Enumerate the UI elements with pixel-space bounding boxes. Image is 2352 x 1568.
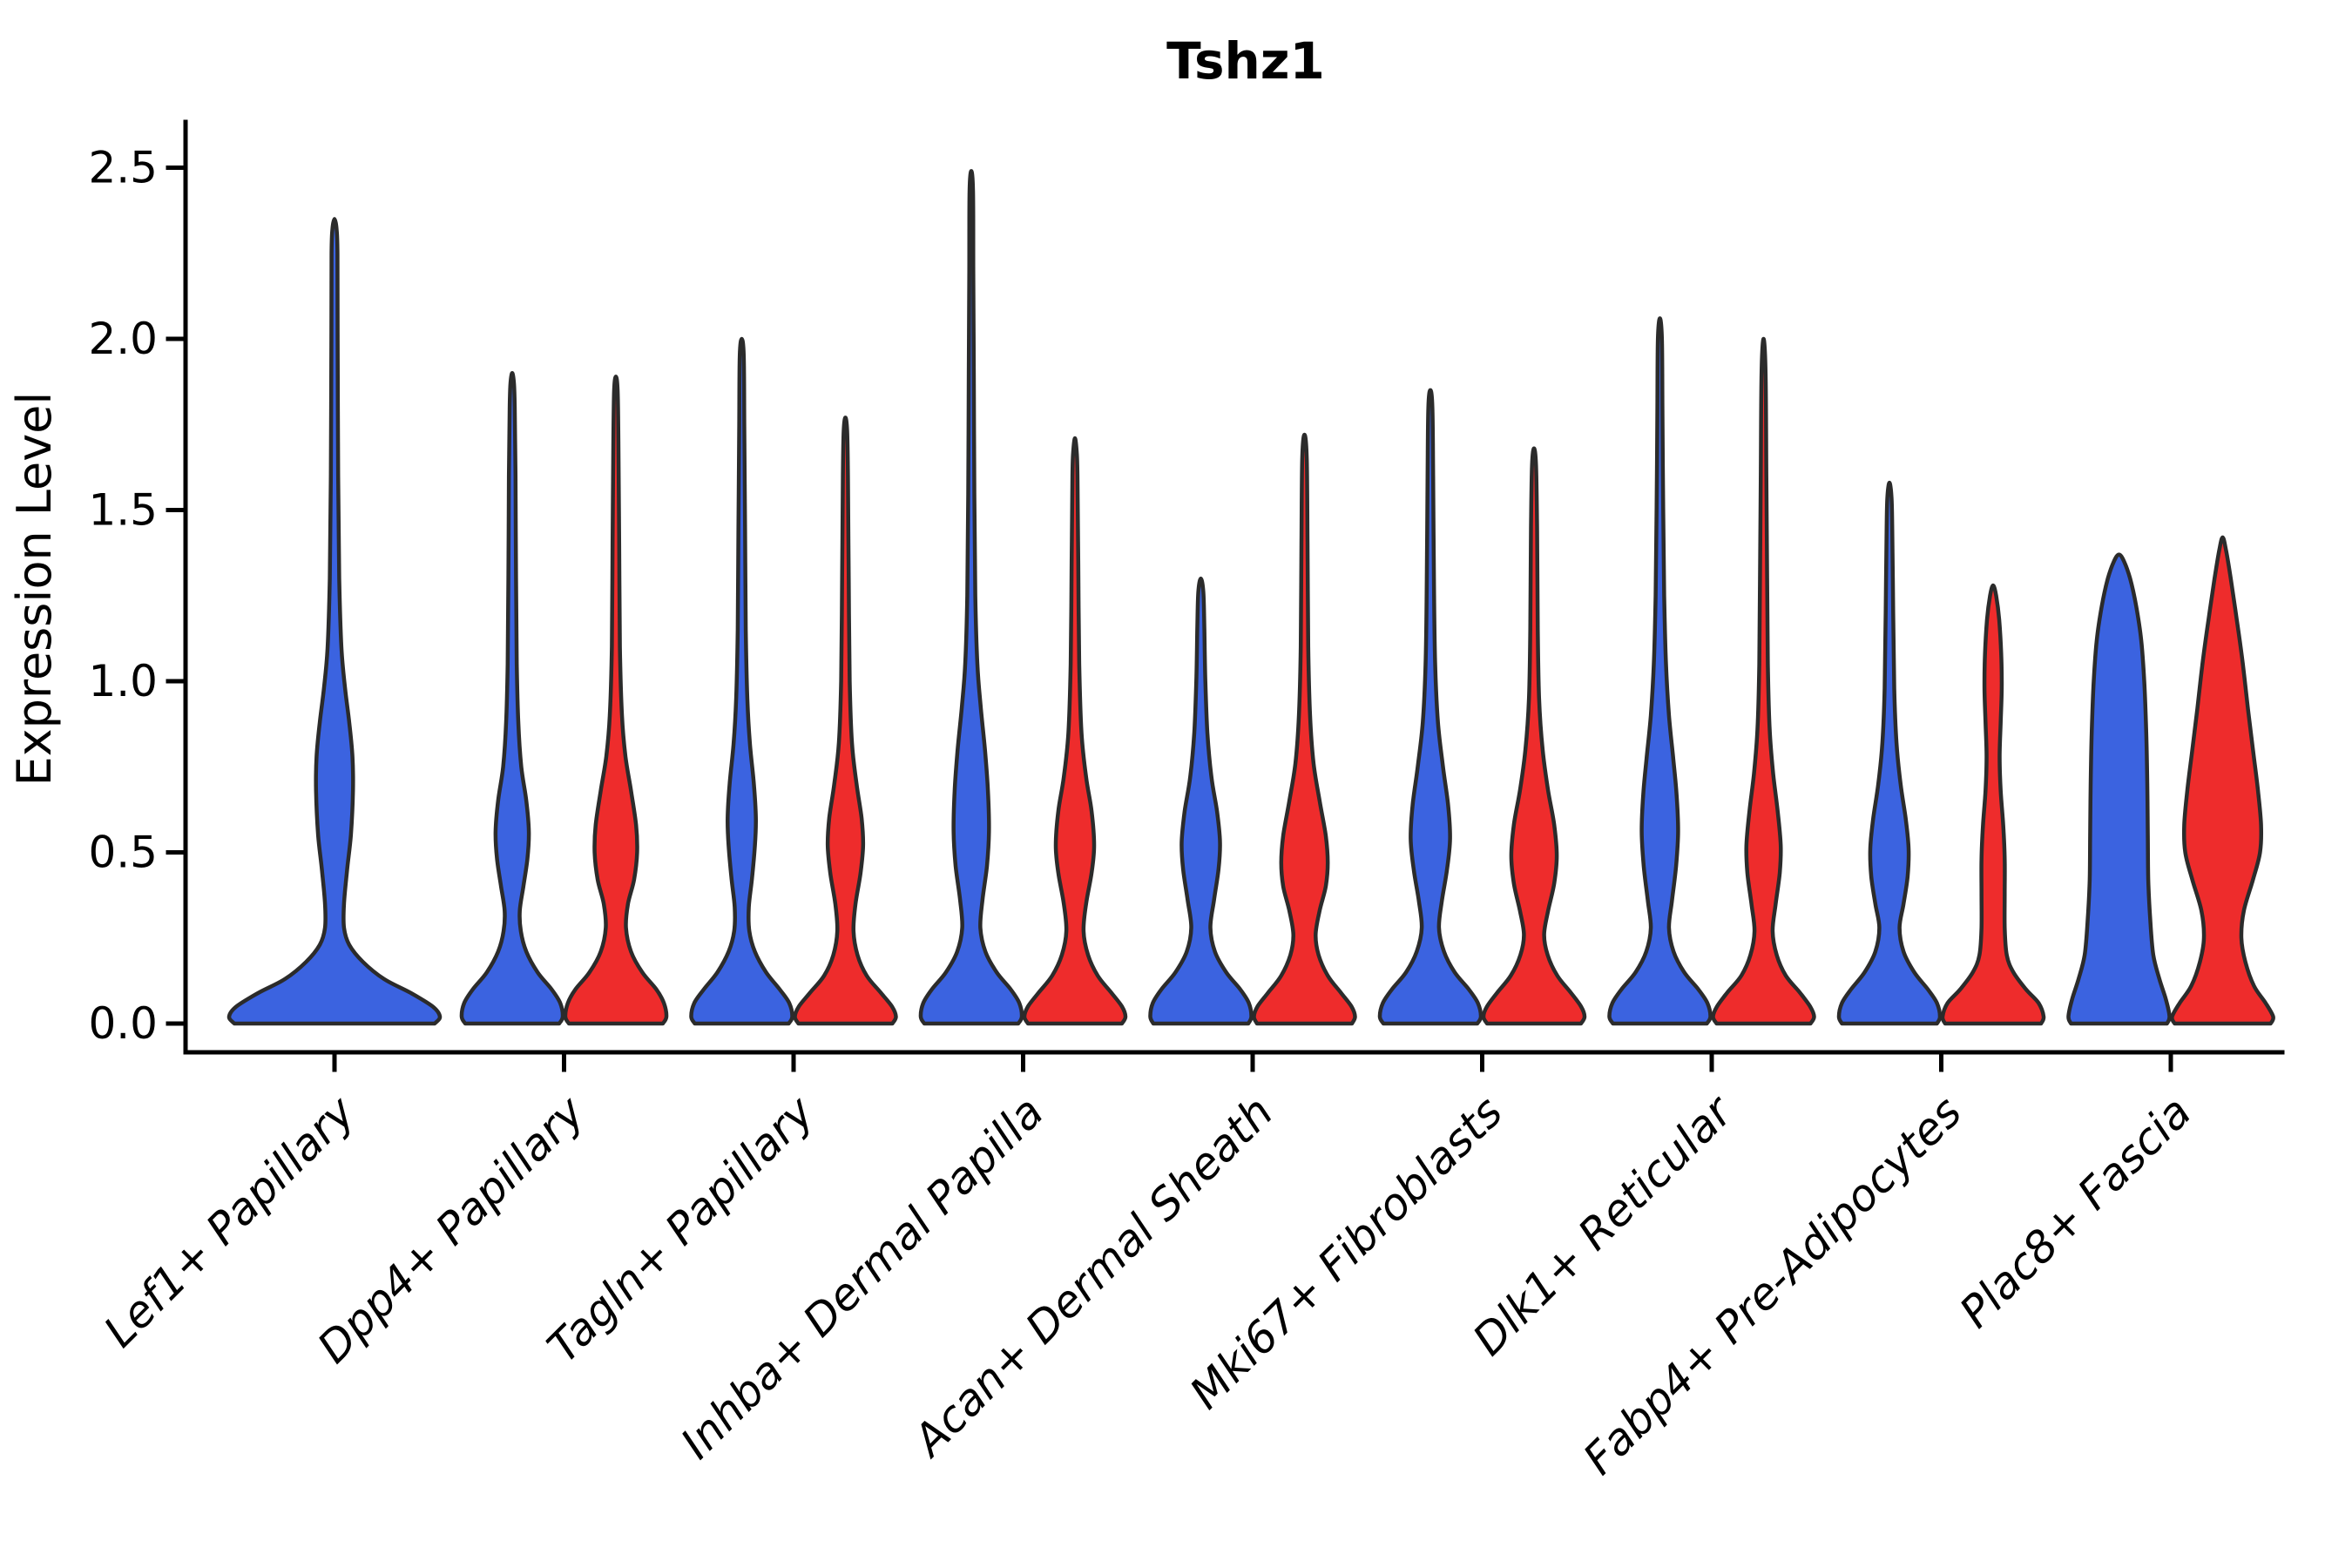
violin-dlk1-reticular-blue (1607, 316, 1713, 1026)
y-tick-label: 1.0 (88, 656, 158, 706)
axes: 0.0 0.5 1.0 1.5 2.0 2.5 (88, 119, 2285, 1072)
violin-mki67-fibroblasts-red (1481, 446, 1587, 1026)
violin-acan-dermal-sheath-blue (1148, 576, 1254, 1026)
violin-acan-dermal-sheath-red (1252, 432, 1357, 1026)
x-category-label-lef1-papillary: Lef1+ Papillary (94, 1085, 365, 1356)
y-tick-label: 2.5 (88, 143, 158, 193)
violin-fabp4-pre-adipocytes-blue (1836, 480, 1943, 1026)
violin-inhba-dermal-papilla-red (1022, 436, 1128, 1026)
violins-layer (226, 169, 2275, 1026)
violin-plac8-fascia-red (2170, 535, 2275, 1026)
violin-tagln-papillary-red (793, 416, 898, 1026)
x-category-label-plac8-fascia: Plac8+ Fascia (1950, 1086, 2201, 1337)
chart-title: Tshz1 (1166, 31, 1325, 91)
violin-plac8-fascia-blue (2066, 552, 2172, 1026)
x-category-label-fabp4-pre-adipocytes: Fabp4+ Pre-Adipocytes (1573, 1086, 1971, 1484)
y-tick-label: 2.0 (88, 314, 158, 364)
y-tick-label: 1.5 (88, 485, 158, 536)
y-tick-label: 0.0 (88, 998, 158, 1049)
y-axis-label: Expression Level (7, 392, 62, 787)
violin-dpp4-papillary-blue (459, 371, 565, 1026)
violin-inhba-dermal-papilla-blue (918, 169, 1024, 1026)
violin-lef1-papillary-blue (226, 217, 443, 1026)
violin-dlk1-reticular-red (1711, 336, 1816, 1026)
violin-mki67-fibroblasts-blue (1377, 388, 1484, 1026)
y-tick-label: 0.5 (88, 828, 158, 878)
violin-fabp4-pre-adipocytes-red (1940, 583, 2046, 1026)
violin-dpp4-papillary-red (563, 374, 669, 1026)
violin-tagln-papillary-blue (689, 336, 794, 1026)
x-category-label-inhba-dermal-papilla: Inhba+ Dermal Papilla (672, 1086, 1053, 1468)
